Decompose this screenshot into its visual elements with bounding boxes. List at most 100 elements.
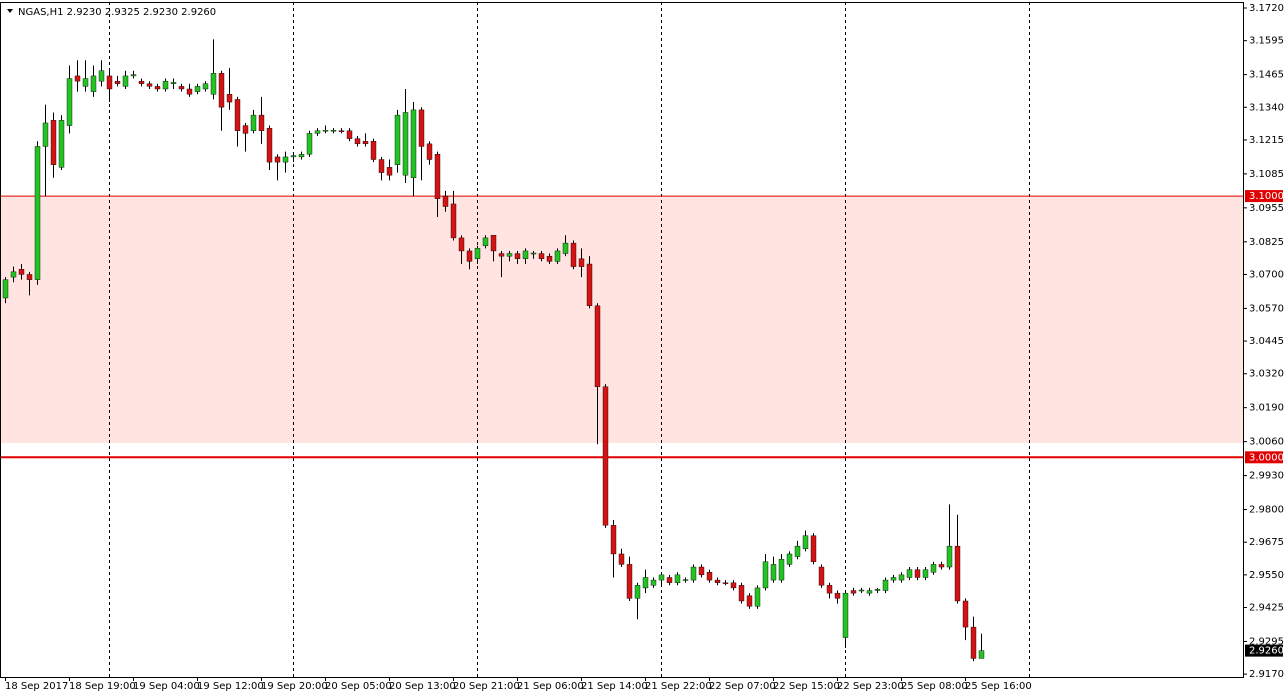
candle-body: [186, 88, 193, 95]
candle-body: [970, 626, 977, 659]
candle-body: [810, 535, 817, 563]
candle-body: [226, 94, 233, 103]
candle-body: [506, 253, 513, 257]
menu-arrow: [7, 9, 13, 13]
candle-body: [874, 589, 881, 591]
x-tick-label: 18 Sep 19:00: [69, 681, 136, 692]
candle-body: [18, 269, 25, 275]
candle-body: [834, 592, 841, 599]
candle-body: [914, 569, 921, 578]
candle-body: [930, 564, 937, 573]
y-tick-label: 3.0320: [1249, 369, 1284, 380]
candle-body: [530, 252, 537, 255]
candle-body: [170, 82, 177, 84]
candle-body: [330, 130, 337, 132]
candle-body: [746, 595, 753, 607]
candle-body: [450, 203, 457, 239]
candle-body: [122, 75, 129, 87]
y-tick-label: 2.9295: [1249, 636, 1284, 647]
candle-body: [690, 566, 697, 581]
y-tick-label: 3.0955: [1249, 203, 1284, 214]
candle-body: [858, 589, 865, 592]
x-tick-label: 22 Sep 07:00: [709, 681, 776, 692]
candle-body: [674, 574, 681, 583]
candle-body: [338, 130, 345, 132]
candle-body: [194, 86, 201, 92]
x-tick-label: 22 Sep 15:00: [773, 681, 840, 692]
x-tick-label: 25 Sep 16:00: [965, 681, 1032, 692]
y-tick-label: 3.1720: [1249, 3, 1284, 14]
x-tick-label: 20 Sep 13:00: [389, 681, 456, 692]
candle-body: [842, 592, 849, 638]
level-label-bg: [1245, 190, 1283, 203]
candle-body: [850, 590, 857, 594]
candle-body: [794, 545, 801, 557]
candle-body: [778, 558, 785, 581]
candle-body: [498, 253, 505, 257]
candle-body: [50, 120, 57, 165]
candle-body: [946, 545, 953, 568]
candle-body: [2, 279, 9, 299]
x-tick-label: 21 Sep 22:00: [645, 681, 712, 692]
candle-body: [698, 566, 705, 576]
candle-body: [386, 167, 393, 176]
candle-body: [802, 535, 809, 549]
candle-body: [250, 114, 257, 131]
candle-body: [570, 242, 577, 267]
candle-body: [434, 154, 441, 199]
candle-body: [898, 574, 905, 581]
y-tick-label: 3.0700: [1249, 269, 1284, 280]
current-price-bg: [1245, 644, 1283, 657]
candle-body: [138, 80, 145, 84]
y-tick-label: 3.1085: [1249, 169, 1284, 180]
y-tick-label: 2.9425: [1249, 603, 1284, 614]
candle-body: [922, 569, 929, 578]
y-tick-label: 3.0445: [1249, 336, 1284, 347]
candle-body: [826, 585, 833, 594]
candle-body: [650, 579, 657, 586]
candle-body: [818, 566, 825, 586]
y-tick-label: 3.1465: [1249, 70, 1284, 81]
current-price-label: 2.9260: [1249, 646, 1284, 657]
candle-body: [666, 577, 673, 583]
candle-body: [378, 159, 385, 173]
y-tick-label: 3.0825: [1249, 237, 1284, 248]
candle-body: [442, 195, 449, 207]
zone: [1, 196, 1243, 443]
candle-body: [466, 250, 473, 262]
candle-body: [642, 577, 649, 589]
candle-body: [978, 650, 985, 659]
candle-body: [954, 545, 961, 602]
x-tick-label: 22 Sep 23:00: [837, 681, 904, 692]
candle-body: [546, 255, 553, 262]
level-label: 3.1000: [1249, 191, 1284, 202]
candle-body: [786, 553, 793, 565]
candle-body: [58, 120, 65, 168]
y-tick-label: 2.9550: [1249, 570, 1284, 581]
candle-body: [474, 248, 481, 259]
candle-body: [66, 78, 73, 126]
candle-body: [90, 75, 97, 92]
candle-body: [538, 253, 545, 259]
candle-body: [178, 86, 185, 90]
candle-body: [146, 83, 153, 87]
x-tick-label: 19 Sep 04:00: [133, 681, 200, 692]
candle-body: [730, 582, 737, 589]
candle-body: [322, 130, 329, 132]
candle-body: [482, 237, 489, 246]
candle-body: [298, 154, 305, 158]
candle-body: [114, 80, 121, 84]
candle-body: [82, 78, 89, 87]
candle-body: [154, 86, 161, 90]
candle-body: [682, 579, 689, 581]
candle-body: [42, 122, 49, 147]
candle-body: [578, 258, 585, 267]
y-tick-label: 3.0060: [1249, 437, 1284, 448]
x-tick-label: 25 Sep 08:00: [901, 681, 968, 692]
plot-area: [1, 2, 1243, 677]
candle-body: [210, 73, 217, 95]
candle-body: [658, 574, 665, 581]
candle-body: [522, 250, 529, 259]
candle-body: [610, 525, 617, 555]
